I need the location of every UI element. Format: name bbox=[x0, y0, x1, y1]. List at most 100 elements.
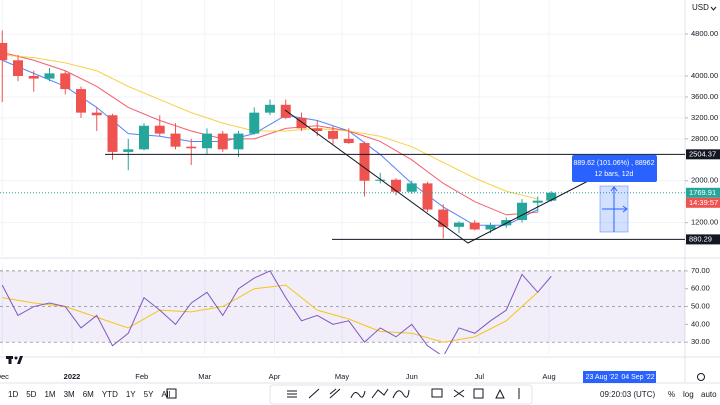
candle-body bbox=[517, 202, 527, 221]
tool-icon[interactable] bbox=[287, 390, 297, 398]
price-tag-text: 880.29 bbox=[689, 234, 712, 243]
trend-lines bbox=[284, 109, 591, 244]
price-tick-label: 3200.00 bbox=[691, 113, 718, 122]
rsi-pane bbox=[0, 262, 685, 354]
range-button[interactable]: YTD bbox=[102, 390, 118, 399]
candle-body bbox=[406, 183, 417, 192]
axes: 4800.00 4000.00 3600.00 3200.00 2800.00 2000.… bbox=[0, 29, 720, 381]
candle-body bbox=[501, 220, 512, 226]
price-tag bbox=[686, 149, 720, 160]
scale-option[interactable]: % bbox=[668, 390, 675, 399]
range-button[interactable]: All bbox=[161, 390, 170, 399]
moving-average bbox=[2, 59, 538, 226]
range-highlight bbox=[583, 371, 656, 383]
candle-body bbox=[123, 149, 134, 152]
price-tag-text: 1769.91 bbox=[689, 188, 716, 197]
price-tick-label: 3600.00 bbox=[691, 92, 718, 101]
price-tick-label: 4000.00 bbox=[691, 71, 718, 80]
date-range-icon[interactable] bbox=[166, 388, 177, 399]
clock: 09:20:03 (UTC) bbox=[600, 390, 655, 399]
candle-body bbox=[391, 179, 401, 192]
price-tick-label: 1200.00 bbox=[691, 218, 718, 227]
candle-body bbox=[202, 133, 212, 149]
moving-average bbox=[2, 51, 538, 216]
measure-tool: 889.62 (101.06%) , 88962 12 bars, 12d bbox=[572, 155, 657, 233]
tool-icon[interactable] bbox=[371, 388, 389, 399]
candle-body bbox=[76, 89, 86, 113]
price-tick-label: 4800.00 bbox=[691, 29, 718, 38]
currency[interactable]: USD bbox=[692, 3, 709, 12]
candle-body bbox=[485, 225, 496, 230]
candle-body bbox=[91, 112, 102, 116]
range-button[interactable]: 3M bbox=[64, 390, 75, 399]
toolbar-frame bbox=[269, 384, 533, 405]
time-tick-label: Aug bbox=[542, 372, 555, 381]
time-tick-label: Feb bbox=[135, 372, 148, 381]
candle-body bbox=[312, 128, 323, 131]
time-tick-label: Mar bbox=[198, 372, 211, 381]
drawing-toolbar bbox=[269, 384, 533, 405]
tool-icon[interactable] bbox=[473, 388, 484, 399]
time-tick-label: May bbox=[335, 372, 349, 381]
candle-body bbox=[296, 117, 307, 129]
price-tag-text: 2504.37 bbox=[689, 149, 716, 158]
time-tick-label: Apr bbox=[269, 372, 281, 381]
measure-label bbox=[572, 155, 657, 182]
measure-arrow-head bbox=[610, 186, 618, 192]
candle-body bbox=[154, 125, 165, 134]
price-tick-label: 2800.00 bbox=[691, 134, 718, 143]
price-tag bbox=[686, 197, 720, 208]
measure-text: 12 bars, 12d bbox=[595, 171, 634, 178]
price-pane bbox=[0, 0, 685, 255]
candle-body bbox=[233, 133, 244, 150]
candle-body bbox=[44, 73, 55, 79]
range-button[interactable]: 6M bbox=[83, 390, 94, 399]
scale-option[interactable]: auto bbox=[701, 390, 717, 399]
tool-icon[interactable] bbox=[329, 388, 341, 399]
tool-icon[interactable] bbox=[392, 389, 410, 399]
candle-body bbox=[328, 130, 338, 139]
settings-icon[interactable] bbox=[697, 373, 705, 381]
tool-icon[interactable] bbox=[453, 389, 465, 398]
moving-average bbox=[2, 54, 538, 200]
range-end: 04 Sep '22 bbox=[621, 374, 654, 381]
tool-icon[interactable] bbox=[308, 388, 320, 399]
candle-body bbox=[454, 222, 464, 227]
range-start: 23 Aug '22 bbox=[586, 374, 619, 381]
time-tick-label: Jun bbox=[406, 372, 418, 381]
tool-icon[interactable] bbox=[350, 390, 366, 399]
candle-body bbox=[546, 192, 557, 201]
scale-option[interactable]: log bbox=[683, 390, 694, 399]
rsi-tick-label: 70.00 bbox=[691, 266, 710, 275]
measure-arrow-head bbox=[622, 205, 628, 213]
rsi-tick-label: 60.00 bbox=[691, 284, 710, 293]
candle-body bbox=[375, 179, 386, 181]
candle-body bbox=[107, 115, 118, 152]
dropdown-icon bbox=[710, 6, 717, 11]
time-tick-label: Jul bbox=[474, 372, 484, 381]
tool-icon[interactable] bbox=[495, 388, 505, 399]
candle-body bbox=[265, 104, 275, 113]
candle-body bbox=[139, 125, 149, 150]
tool-icon[interactable] bbox=[431, 388, 443, 398]
candle-body bbox=[13, 60, 23, 76]
measure-text: 889.62 (101.06%) , 88962 bbox=[574, 160, 655, 167]
rsi-tick-label: 50.00 bbox=[691, 302, 710, 311]
range-button[interactable]: 5Y bbox=[144, 390, 154, 399]
range-button[interactable]: 1Y bbox=[126, 390, 136, 399]
time-tick-label: 2022 bbox=[64, 372, 81, 381]
price-tag bbox=[686, 234, 720, 245]
candle-body bbox=[28, 75, 39, 79]
range-button[interactable]: 5D bbox=[26, 390, 36, 399]
price-tag bbox=[686, 187, 720, 198]
bottom-bar: 1D 5D 1M 3M 6M YTD 1Y 5Y All 09:20:03 (UTC)% log au… bbox=[8, 384, 717, 405]
candle-body bbox=[422, 183, 433, 210]
rsi-tick-label: 40.00 bbox=[691, 319, 710, 328]
range-button[interactable]: 1M bbox=[44, 390, 55, 399]
candle-body bbox=[249, 112, 260, 134]
rsi-ma bbox=[2, 284, 539, 343]
candle-body bbox=[343, 138, 354, 144]
range-button[interactable]: 1D bbox=[8, 390, 18, 399]
